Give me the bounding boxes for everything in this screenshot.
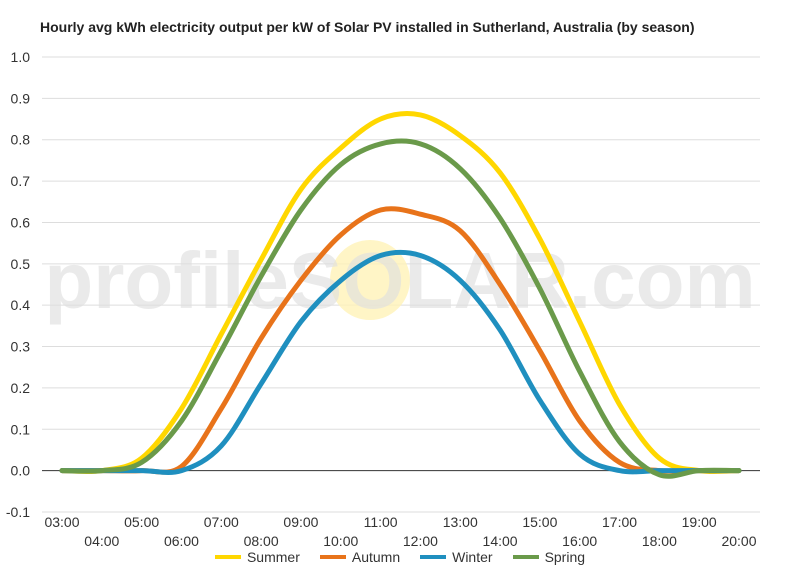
x-tick-label: 14:00 bbox=[483, 533, 518, 549]
series-line-autumn bbox=[59, 206, 742, 475]
legend-swatch bbox=[319, 555, 346, 559]
y-tick-label: 0.1 bbox=[11, 421, 31, 437]
x-tick-label: 07:00 bbox=[204, 514, 239, 530]
x-tick-label: 08:00 bbox=[244, 533, 279, 549]
x-tick-label: 15:00 bbox=[522, 514, 557, 530]
x-tick-label: 20:00 bbox=[721, 533, 756, 549]
x-tick-label: 16:00 bbox=[562, 533, 597, 549]
x-tick-label: 06:00 bbox=[164, 533, 199, 549]
watermark-text: profileSOLAR.com bbox=[44, 236, 755, 325]
legend-item-winter[interactable]: Winter bbox=[420, 549, 493, 565]
y-tick-label: 0.2 bbox=[11, 380, 31, 396]
x-tick-label: 12:00 bbox=[403, 533, 438, 549]
chart-title: Hourly avg kWh electricity output per kW… bbox=[40, 19, 695, 35]
y-tick-label: 0.8 bbox=[11, 132, 31, 148]
legend-label: Winter bbox=[452, 549, 493, 565]
y-axis: 1.0 0.9 0.8 0.7 0.6 0.5 0.4 0.3 0.2 0.1 0.0 -0.1 bbox=[6, 49, 30, 520]
legend-label: Spring bbox=[544, 549, 586, 565]
series-line-winter bbox=[59, 249, 742, 475]
y-tick-label: 0.4 bbox=[11, 297, 31, 313]
series-lines bbox=[59, 111, 742, 479]
legend: Summer Autumn Winter Spring bbox=[0, 549, 800, 565]
y-tick-label: 0.0 bbox=[11, 463, 31, 479]
watermark: profileSOLAR.com bbox=[44, 236, 755, 325]
x-tick-label: 10:00 bbox=[323, 533, 358, 549]
series-line-summer bbox=[59, 111, 742, 475]
legend-item-spring[interactable]: Spring bbox=[512, 549, 586, 565]
legend-item-summer[interactable]: Summer bbox=[214, 549, 300, 565]
x-tick-label: 03:00 bbox=[44, 514, 79, 530]
x-tick-label: 05:00 bbox=[124, 514, 159, 530]
y-tick-label: -0.1 bbox=[6, 504, 30, 520]
series-line-spring bbox=[59, 138, 742, 479]
x-tick-label: 18:00 bbox=[642, 533, 677, 549]
y-tick-label: 0.6 bbox=[11, 214, 31, 230]
x-tick-label: 13:00 bbox=[443, 514, 478, 530]
legend-swatch bbox=[214, 555, 241, 559]
y-tick-label: 0.3 bbox=[11, 339, 31, 355]
x-tick-label: 09:00 bbox=[283, 514, 318, 530]
legend-label: Autumn bbox=[351, 549, 401, 565]
legend-swatch bbox=[420, 555, 447, 559]
x-tick-label: 04:00 bbox=[84, 533, 119, 549]
x-tick-label: 19:00 bbox=[682, 514, 717, 530]
watermark-sun-icon bbox=[330, 240, 410, 320]
legend-label: Summer bbox=[246, 549, 300, 565]
y-tick-label: 0.7 bbox=[11, 173, 31, 189]
legend-swatch bbox=[512, 555, 539, 559]
y-tick-label: 0.9 bbox=[11, 90, 31, 106]
x-tick-label: 11:00 bbox=[364, 514, 398, 530]
x-tick-label: 17:00 bbox=[602, 514, 637, 530]
legend-item-autumn[interactable]: Autumn bbox=[319, 549, 401, 565]
y-tick-label: 1.0 bbox=[11, 49, 31, 65]
y-tick-label: 0.5 bbox=[11, 256, 31, 272]
